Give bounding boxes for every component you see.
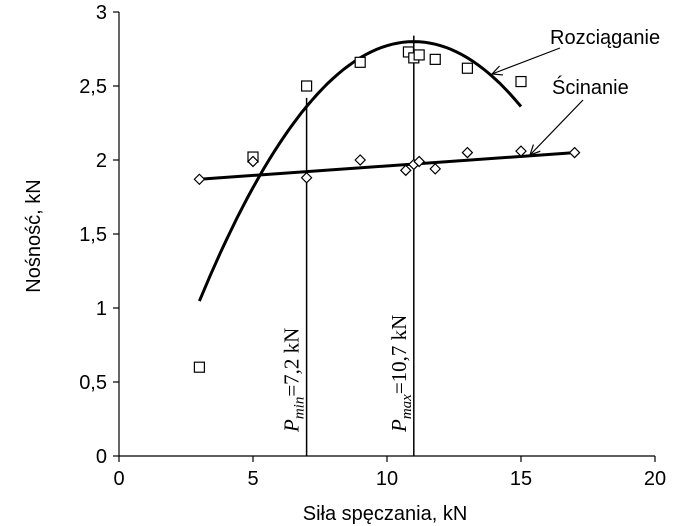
- annotation-arrow-line: [529, 99, 584, 156]
- x-tick-label: 0: [113, 468, 124, 490]
- data-point-scinanie: [193, 173, 206, 186]
- y-tick-label: 1: [96, 298, 107, 320]
- data-point-rozciaganie: [413, 49, 425, 61]
- y-axis-title: Nośność, kN: [23, 179, 45, 292]
- data-point-scinanie: [429, 163, 442, 175]
- y-axis-ticks: 0 0,5 1 1,5 2 2,5 3: [79, 2, 119, 468]
- data-point-rozciaganie: [301, 80, 313, 92]
- data-point-scinanie: [515, 145, 527, 157]
- vertical-line-label-max: Pmax=10,7 kN: [387, 315, 415, 433]
- y-tick-label: 0,5: [79, 372, 107, 394]
- data-point-rozciaganie: [461, 62, 473, 74]
- vertical-line-label-min: Pmin=7,2 kN: [280, 328, 308, 433]
- data-point-rozciaganie: [429, 53, 441, 65]
- data-point-scinanie: [568, 146, 581, 159]
- y-tick-label: 2: [96, 150, 107, 172]
- y-tick-label: 3: [96, 2, 107, 24]
- x-axis-title: Siła spęczania, kN: [303, 503, 468, 525]
- data-point-scinanie: [247, 155, 259, 168]
- data-point-scinanie: [413, 155, 426, 168]
- data-point-rozciaganie: [515, 75, 527, 88]
- annotation-arrow-head: [490, 65, 504, 76]
- annotation-arrow-head: [529, 144, 541, 156]
- y-tick-label: 2,5: [79, 76, 107, 98]
- y-tick-label: 1,5: [79, 224, 107, 246]
- x-tick-label: 10: [376, 468, 398, 490]
- trend-line-rozciaganie: [198, 40, 523, 302]
- x-axis-ticks: 0 5 10 15 20: [113, 456, 666, 490]
- series-label-rozciaganie: Rozciąganie: [550, 27, 660, 49]
- annotation-arrow-line: [491, 47, 561, 75]
- x-tick-label: 15: [510, 468, 532, 490]
- data-markers: [193, 46, 581, 373]
- data-point-scinanie: [354, 154, 367, 166]
- trend-line-scinanie: [199, 151, 575, 181]
- data-point-rozciaganie: [193, 361, 205, 373]
- data-point-scinanie: [461, 146, 474, 159]
- data-point-scinanie: [300, 171, 313, 184]
- series-label-scinanie: Ścinanie: [552, 75, 629, 99]
- data-point-rozciaganie: [354, 56, 366, 68]
- y-tick-label: 0: [96, 446, 107, 468]
- x-tick-label: 5: [247, 468, 258, 490]
- x-tick-label: 20: [644, 468, 666, 490]
- data-point-scinanie: [399, 164, 412, 177]
- series-annotations: Rozciąganie Ścinanie: [490, 27, 660, 156]
- vertical-reference-lines: Pmin=7,2 kN Pmax=10,7 kN: [280, 35, 415, 456]
